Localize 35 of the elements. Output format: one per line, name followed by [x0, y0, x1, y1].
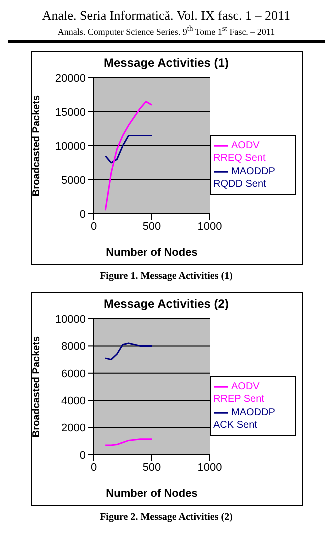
text: Anale. Seria Informatică. Vol. IX fasc. 1 – 2011: [41, 8, 292, 24]
caption: Figure 2. Message Activities (2): [99, 512, 234, 523]
x-axis-title: Number of Nodes: [106, 488, 198, 500]
line-series: [104, 135, 152, 164]
x-tick-label: 500: [142, 220, 161, 233]
y-tick-label: 15000: [54, 106, 86, 119]
y-tick-label: 5000: [61, 174, 86, 187]
y-tick-label: 20000: [54, 72, 86, 85]
x-tick-label: 1000: [197, 462, 222, 474]
chart-title: Message Activities (1): [103, 56, 230, 70]
x-axis-title: Number of Nodes: [106, 247, 198, 259]
x-tick-label: 1000: [197, 220, 222, 233]
y-tick-label: 4000: [61, 396, 86, 408]
text: Annals. Computer Science Series. 9$^{th}$ Tome 1$^{st}$ Fasc. – 2011: [56, 24, 276, 37]
legend-label: AODV RREP Sent: [214, 382, 264, 405]
y-tick-label: 10000: [54, 314, 86, 326]
chart-title: Message Activities (2): [103, 297, 230, 311]
y-tick-label: 6000: [61, 368, 86, 380]
legend-label: AODV RREQ Sent: [214, 140, 266, 164]
line-series: [104, 342, 152, 361]
legend-label: MAODDP RQDD Sent: [214, 166, 276, 190]
x-tick-label: 500: [142, 462, 161, 474]
line-series: [104, 438, 152, 446]
y-tick-label: 8000: [61, 341, 86, 354]
x-tick-label: 0: [90, 462, 97, 474]
y-axis-title: Broadcasted Packets: [31, 336, 42, 438]
legend-label: MAODDP ACK Sent: [214, 408, 276, 431]
y-axis-title: Broadcasted Packets: [31, 94, 42, 197]
caption: Figure 1. Message Activities (1): [99, 271, 234, 282]
line-series: [104, 101, 152, 212]
y-tick-label: 0: [79, 208, 86, 221]
y-tick-label: 10000: [54, 140, 86, 153]
y-tick-label: 0: [79, 450, 86, 462]
y-tick-label: 2000: [61, 422, 86, 435]
x-tick-label: 0: [90, 220, 97, 233]
